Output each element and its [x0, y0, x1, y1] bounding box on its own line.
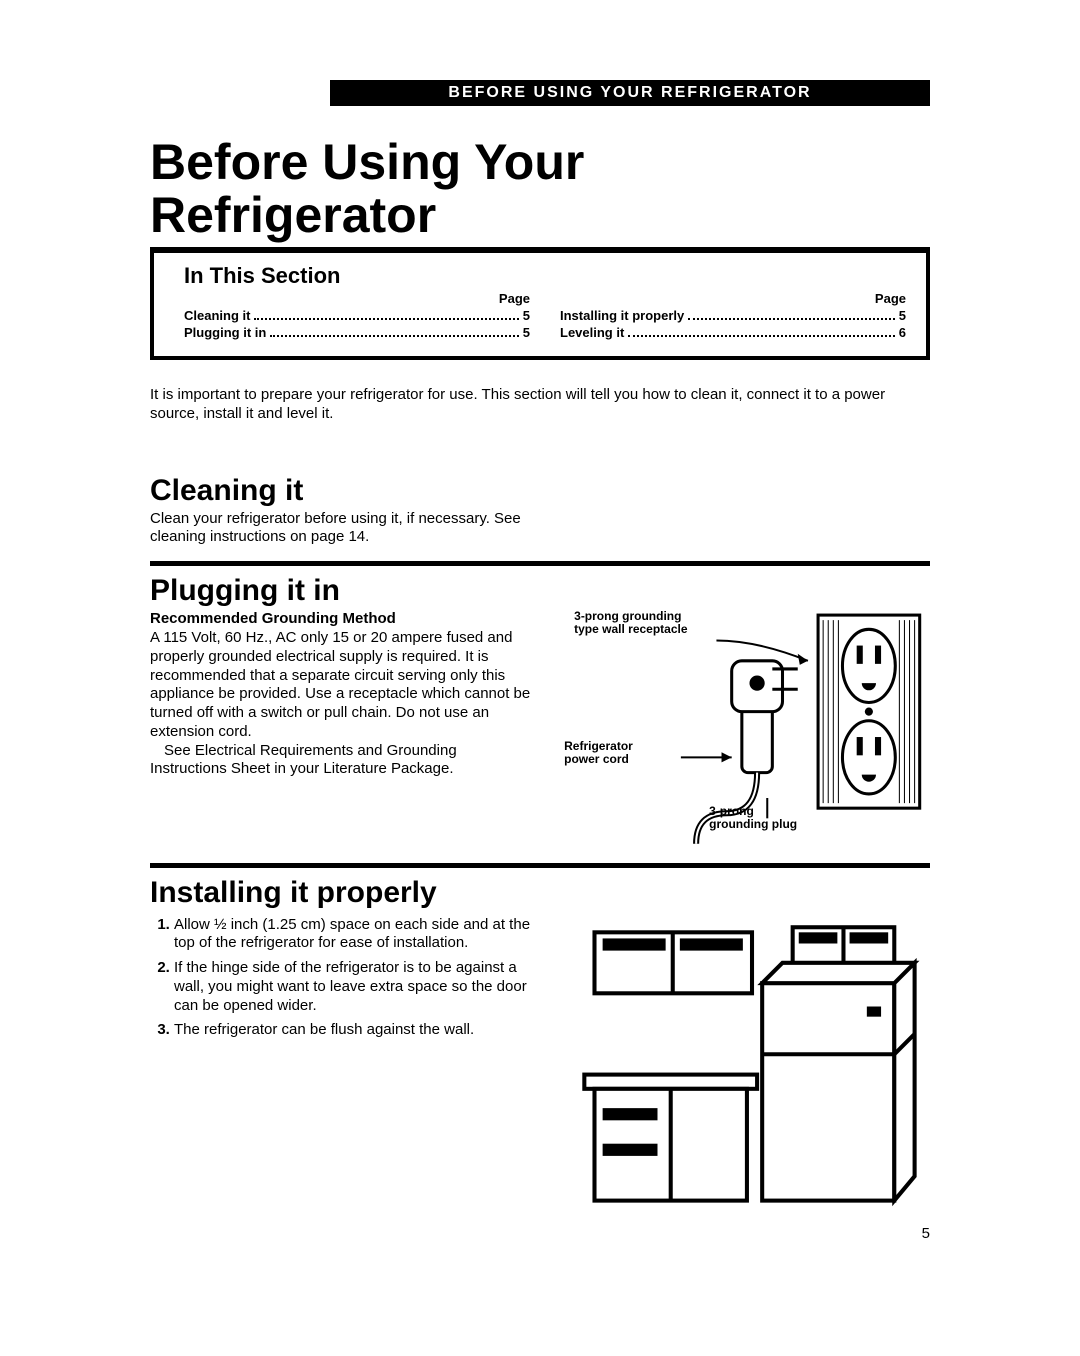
toc-label: Leveling it: [560, 325, 624, 340]
in-this-section-heading: In This Section: [184, 263, 906, 289]
toc-page: 5: [899, 308, 906, 323]
toc-dots: [254, 318, 518, 320]
manual-page: BEFORE USING YOUR REFRIGERATOR Before Us…: [0, 0, 1080, 1272]
in-this-section-box: In This Section Page Cleaning it 5 Plugg…: [150, 253, 930, 360]
toc-label: Cleaning it: [184, 308, 250, 323]
install-list: Allow ½ inch (1.25 cm) space on each sid…: [150, 916, 534, 1041]
cleaning-heading: Cleaning it: [150, 474, 930, 508]
label-text: Refrigerator: [564, 739, 633, 753]
label-text: 3-prong: [709, 804, 754, 818]
kitchen-diagram: [564, 912, 930, 1227]
plugging-heading: Plugging it in: [150, 574, 930, 608]
toc-dots: [628, 335, 894, 337]
toc-col-2: Page Installing it properly 5 Leveling i…: [560, 291, 906, 342]
plugging-text-col: Recommended Grounding Method A 115 Volt,…: [150, 610, 534, 849]
toc-page: 6: [899, 325, 906, 340]
toc-row: Installing it properly 5: [560, 308, 906, 323]
toc-columns: Page Cleaning it 5 Plugging it in 5 Page…: [184, 291, 906, 342]
intro-paragraph: It is important to prepare your refriger…: [150, 386, 930, 424]
header-bar: BEFORE USING YOUR REFRIGERATOR: [330, 80, 930, 106]
cleaning-body: Clean your refrigerator before using it,…: [150, 510, 524, 548]
plugging-body-1: A 115 Volt, 60 Hz., AC only 15 or 20 amp…: [150, 629, 534, 742]
page-number: 5: [922, 1225, 930, 1242]
divider-rule: [150, 863, 930, 868]
toc-label: Installing it properly: [560, 308, 684, 323]
installing-text-col: Allow ½ inch (1.25 cm) space on each sid…: [150, 912, 534, 1232]
label-text: power cord: [564, 752, 629, 766]
cord-label: Refrigerator power cord: [564, 740, 633, 766]
toc-page: 5: [523, 325, 530, 340]
toc-col-1: Page Cleaning it 5 Plugging it in 5: [184, 291, 530, 342]
install-item: If the hinge side of the refrigerator is…: [174, 959, 534, 1015]
install-item: Allow ½ inch (1.25 cm) space on each sid…: [174, 916, 534, 954]
plugging-body-2: See Electrical Requirements and Groundin…: [150, 742, 534, 780]
installing-heading: Installing it properly: [150, 876, 930, 910]
page-title: Before Using Your Refrigerator: [150, 136, 930, 241]
plugging-subheading: Recommended Grounding Method: [150, 610, 534, 627]
toc-page-label: Page: [184, 291, 530, 306]
receptacle-label: 3-prong grounding type wall receptacle: [574, 610, 687, 636]
divider-rule: [150, 561, 930, 566]
label-text: grounding plug: [709, 817, 797, 831]
toc-label: Plugging it in: [184, 325, 266, 340]
toc-page-label: Page: [560, 291, 906, 306]
title-line-2: Refrigerator: [150, 187, 436, 243]
toc-row: Leveling it 6: [560, 325, 906, 340]
toc-dots: [270, 335, 518, 337]
plug-label: 3-prong grounding plug: [709, 805, 797, 831]
installing-diagram-col: [564, 912, 930, 1232]
toc-row: Plugging it in 5: [184, 325, 530, 340]
plugging-diagram-col: 3-prong grounding type wall receptacle R…: [564, 610, 930, 849]
installing-row: Allow ½ inch (1.25 cm) space on each sid…: [150, 912, 930, 1232]
toc-row: Cleaning it 5: [184, 308, 530, 323]
label-text: 3-prong grounding: [574, 609, 681, 623]
toc-page: 5: [523, 308, 530, 323]
title-line-1: Before Using Your: [150, 134, 584, 190]
install-item: The refrigerator can be flush against th…: [174, 1021, 534, 1040]
toc-dots: [688, 318, 895, 320]
plugging-row: Recommended Grounding Method A 115 Volt,…: [150, 610, 930, 849]
label-text: type wall receptacle: [574, 622, 687, 636]
